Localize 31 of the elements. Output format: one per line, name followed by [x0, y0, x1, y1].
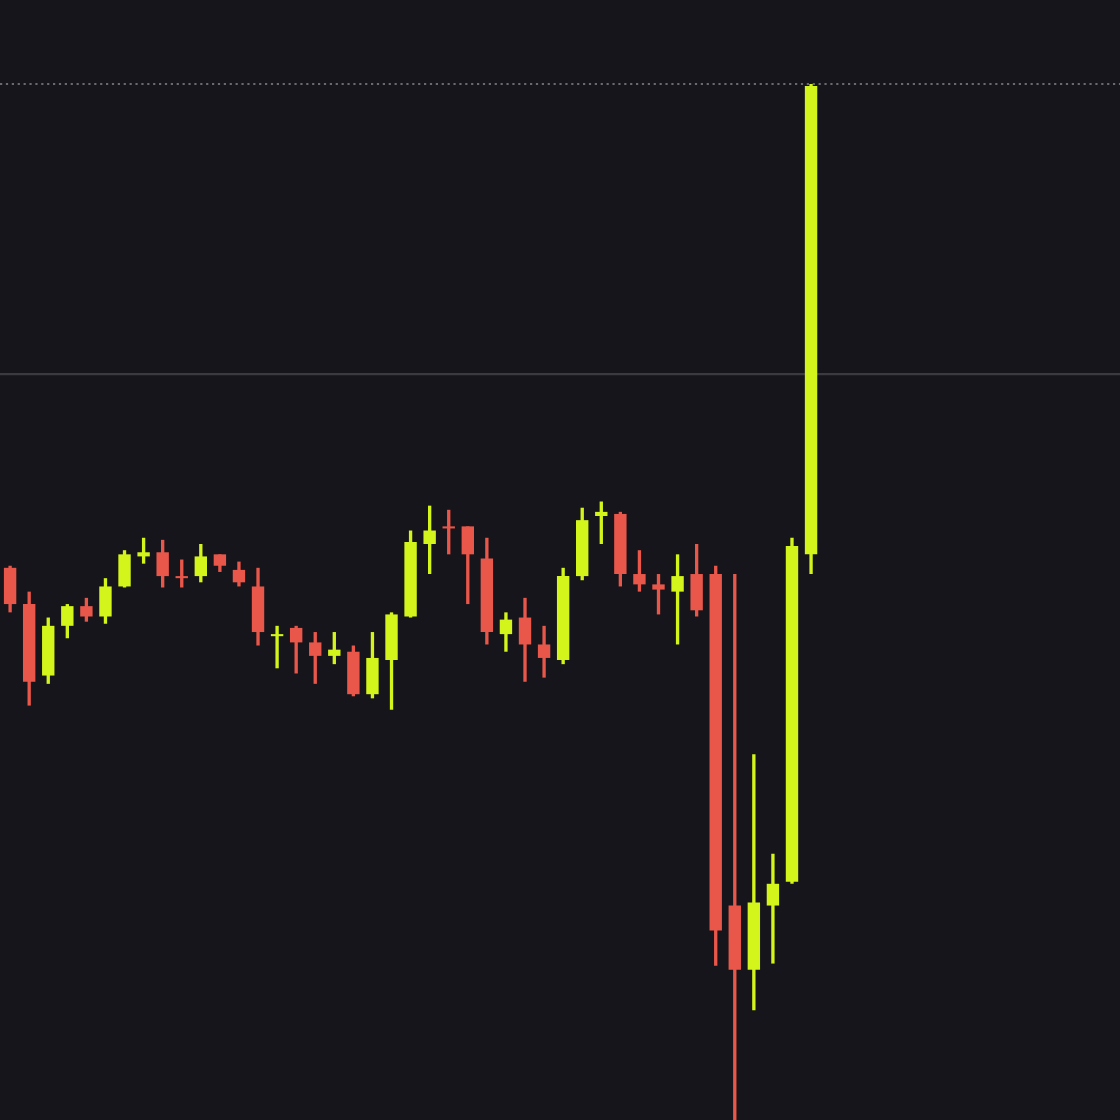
candlestick [194, 542, 208, 584]
candlestick [232, 559, 246, 589]
candlestick [671, 552, 684, 647]
candlestick [633, 548, 646, 594]
candlestick [347, 643, 360, 698]
candlestick [118, 548, 131, 590]
candlestick [309, 630, 322, 686]
candlestick [3, 564, 17, 615]
candlestick [537, 624, 551, 680]
candlestick [442, 508, 455, 557]
candlestick [366, 630, 379, 701]
candlestick [766, 852, 780, 966]
candlestick [289, 624, 303, 676]
candlestick [270, 624, 284, 670]
candlestick [251, 566, 265, 648]
candlestick [652, 572, 665, 617]
candlestick [80, 596, 93, 624]
candlestick [137, 536, 150, 566]
candlestick [99, 576, 112, 626]
candlestick [156, 538, 169, 590]
candlestick [461, 524, 474, 606]
candlestick [423, 503, 436, 576]
candlestick [728, 572, 741, 1120]
candlestick [175, 557, 188, 590]
candlestick [595, 499, 608, 546]
candlestick [518, 596, 532, 684]
candlestick [328, 630, 341, 666]
candlestick [61, 602, 74, 640]
candlestick [499, 610, 513, 654]
candlestick [385, 610, 398, 712]
candlestick [690, 542, 703, 619]
